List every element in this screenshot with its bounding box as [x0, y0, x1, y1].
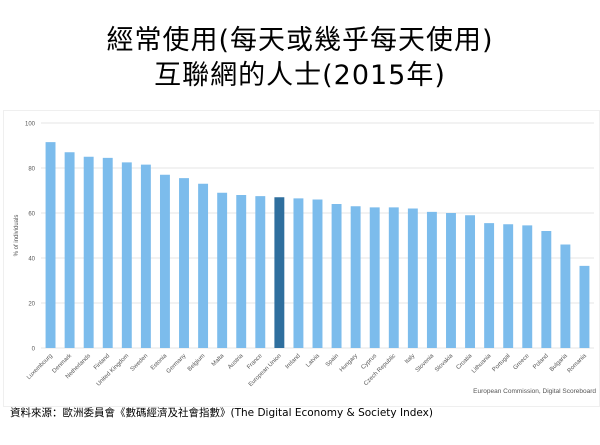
y-tick-label: 80	[28, 167, 35, 173]
bar	[541, 231, 552, 348]
source-note: 資料來源：歐洲委員會《數碼經濟及社會指數》(The Digital Econom…	[10, 407, 433, 419]
x-tick-label: Finland	[93, 353, 111, 371]
bar	[236, 195, 247, 348]
bar	[179, 178, 189, 348]
bar	[255, 196, 266, 348]
y-tick-label: 0	[32, 347, 36, 353]
chart-credit: European Commission, Digital Scoreboard	[473, 388, 596, 395]
bar	[388, 207, 399, 348]
bar	[312, 199, 323, 348]
x-tick-label: Cyprus	[360, 353, 378, 371]
bar	[140, 164, 151, 348]
y-tick-label: 100	[25, 122, 36, 128]
y-tick-label: 20	[28, 302, 35, 308]
bar	[217, 192, 228, 348]
chart-panel: 0 20 40 60 80 100% of individuals Luxembourg De…	[3, 110, 600, 407]
bar	[198, 183, 209, 348]
x-tick-label: Malta	[211, 353, 226, 368]
x-tick-label: France	[246, 353, 264, 371]
bar	[350, 206, 361, 348]
x-tick-label: Greece	[513, 353, 532, 372]
x-tick-label: Poland	[532, 353, 549, 370]
bar	[407, 208, 418, 348]
bar	[465, 215, 476, 348]
bar	[45, 142, 56, 348]
x-tick-label: Sweden	[130, 353, 150, 373]
bar	[102, 157, 113, 348]
bar	[64, 152, 75, 348]
bar	[484, 223, 495, 348]
y-tick-label: 40	[28, 257, 35, 263]
bar	[83, 156, 94, 348]
bar	[369, 207, 380, 348]
bar	[446, 213, 456, 348]
y-tick-label: 60	[28, 212, 35, 218]
bar	[331, 204, 342, 348]
bar	[579, 265, 590, 348]
y-axis-label: % of individuals	[14, 215, 20, 257]
x-tick-label: Austria	[227, 353, 245, 371]
bar	[274, 197, 285, 348]
bar	[293, 198, 304, 348]
x-tick-label: Latvia	[305, 353, 321, 369]
bar	[426, 211, 437, 348]
bar	[560, 244, 571, 348]
bar	[159, 174, 170, 348]
x-tick-label: Spain	[325, 353, 340, 368]
x-tick-label: Luxembourg	[26, 353, 54, 381]
bar	[121, 162, 132, 348]
chart-title-line1: 經常使用(每天或幾乎每天使用)	[106, 25, 494, 56]
x-tick-label: Lithuania	[471, 353, 493, 375]
bar	[522, 225, 533, 348]
x-tick-label: Italy	[404, 353, 416, 365]
bar	[503, 224, 514, 348]
x-tick-label: Estonia	[150, 353, 169, 372]
x-tick-label: Slovenia	[415, 353, 436, 374]
x-tick-label: Ireland	[285, 353, 302, 370]
chart-title-line2: 互聯網的人士(2015年)	[154, 60, 446, 91]
x-tick-label: Croatia	[456, 353, 474, 371]
x-tick-label: Romania	[567, 353, 589, 375]
x-tick-label: Belgium	[187, 353, 207, 373]
x-tick-label: Hungary	[339, 353, 359, 373]
x-tick-label: Portugal	[492, 353, 512, 373]
x-tick-label: Slovakia	[434, 353, 455, 374]
x-tick-label: Germany	[166, 353, 188, 375]
